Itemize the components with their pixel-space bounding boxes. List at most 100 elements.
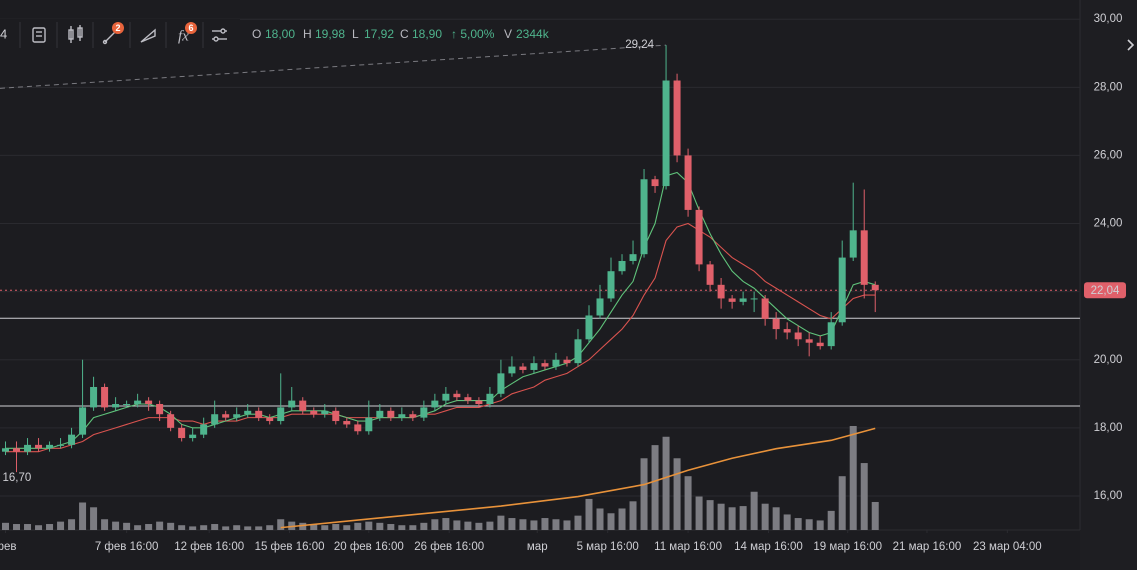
settings-icon[interactable] <box>212 28 227 42</box>
volume-bar <box>189 526 197 530</box>
candle-body <box>772 318 780 330</box>
candle-body <box>640 179 648 255</box>
candle-body <box>431 400 439 408</box>
candle-body <box>750 298 758 300</box>
legend-value: 18,90 <box>412 27 442 41</box>
y-tick-label: 16,00 <box>1094 490 1123 502</box>
candle-body <box>365 417 373 432</box>
candle-body <box>783 329 791 333</box>
candle-body <box>376 410 384 418</box>
candle-body <box>354 424 362 432</box>
volume-bar <box>849 426 857 530</box>
candle-body <box>145 400 153 405</box>
volume-bar <box>596 508 604 530</box>
volume-ma-line <box>280 427 876 529</box>
candle-body <box>530 363 538 370</box>
volume-bar <box>343 525 351 530</box>
candles-icon[interactable] <box>68 25 83 43</box>
candle-body <box>299 400 307 411</box>
candle-body <box>607 271 615 299</box>
candle-body <box>57 444 65 446</box>
volume-bar <box>299 522 307 530</box>
candle-body <box>112 404 120 408</box>
last-price-label: 22,04 <box>1091 285 1120 297</box>
volume-bar <box>860 463 868 530</box>
x-tick-label: мар <box>527 541 548 553</box>
collapse-arrow[interactable] <box>1127 39 1135 51</box>
volume-bar <box>79 502 87 530</box>
x-tick-label: 7 фев 16:00 <box>95 541 159 553</box>
candle-body <box>651 179 659 187</box>
legend-value: 17,92 <box>364 27 394 41</box>
legend-change: ↑ 5,00% <box>451 27 495 41</box>
y-tick-label: 18,00 <box>1094 422 1123 434</box>
candle-body <box>167 414 175 428</box>
volume-bar <box>816 520 824 530</box>
candle-body <box>189 434 197 439</box>
volume-bar <box>123 522 131 530</box>
candle-body <box>585 315 593 340</box>
volume-bar <box>783 514 791 530</box>
candle-body <box>497 373 505 394</box>
legend-value: 2344k <box>516 27 550 41</box>
volume-bar <box>68 519 76 530</box>
volume-bar <box>46 524 54 530</box>
toolbar: 4 2 fx 6 <box>0 19 240 51</box>
candle-body <box>332 410 340 422</box>
volume-bar <box>145 524 153 530</box>
volume-bar <box>761 503 769 530</box>
volume-bar <box>134 525 142 530</box>
volume-bar <box>277 519 285 530</box>
volume-bar <box>618 508 626 530</box>
candle-body <box>563 359 571 364</box>
candle-body <box>2 448 10 452</box>
volume-bar <box>354 522 362 530</box>
volume-bar <box>233 525 241 530</box>
candle-body <box>684 155 692 210</box>
candle-body <box>618 260 626 272</box>
volume-bar <box>508 518 516 530</box>
volume-bar <box>497 515 505 530</box>
volume-bar <box>442 518 450 530</box>
volume-bar <box>684 476 692 530</box>
candle-body <box>574 339 582 364</box>
candle-body <box>277 407 285 422</box>
candle-body <box>68 434 76 445</box>
y-tick-label: 26,00 <box>1094 149 1123 161</box>
volume-bar <box>266 525 274 530</box>
candle-body <box>156 404 164 415</box>
candle-body <box>486 393 494 405</box>
legend-key: L <box>352 27 359 41</box>
candle-body <box>464 397 472 401</box>
x-tick-label: фев <box>0 541 16 553</box>
x-tick-label: 19 мар 16:00 <box>813 541 882 553</box>
indicators-icon[interactable]: fx <box>178 28 189 44</box>
candle-body <box>662 80 670 187</box>
volume-bar <box>827 510 835 530</box>
volume-bar <box>398 525 406 530</box>
candle-body <box>13 448 21 452</box>
y-tick-label: 28,00 <box>1094 81 1123 93</box>
candle-body <box>233 414 241 418</box>
volume-bar <box>376 522 384 530</box>
candle-body <box>673 80 681 156</box>
ruler-icon[interactable] <box>140 28 156 43</box>
trend-line <box>0 44 667 89</box>
volume-bar <box>475 522 483 530</box>
candle-body <box>398 414 406 418</box>
moving-average <box>5 222 876 453</box>
legend-value: 18,00 <box>265 27 295 41</box>
candle-body <box>420 407 428 418</box>
ohlc-legend: O 18,00 H 19,98 L 17,92 C 18,90 ↑ 5,00% … <box>252 27 550 41</box>
notes-icon[interactable] <box>32 27 46 43</box>
candle-body <box>794 332 802 340</box>
volume-bar <box>255 526 263 530</box>
candle-body <box>475 400 483 405</box>
candle-body <box>46 444 54 449</box>
volume-bar <box>640 458 648 530</box>
volume-bar <box>486 521 494 530</box>
legend-key: H <box>303 27 312 41</box>
volume-bar <box>24 524 32 530</box>
volume-bar <box>838 476 846 530</box>
